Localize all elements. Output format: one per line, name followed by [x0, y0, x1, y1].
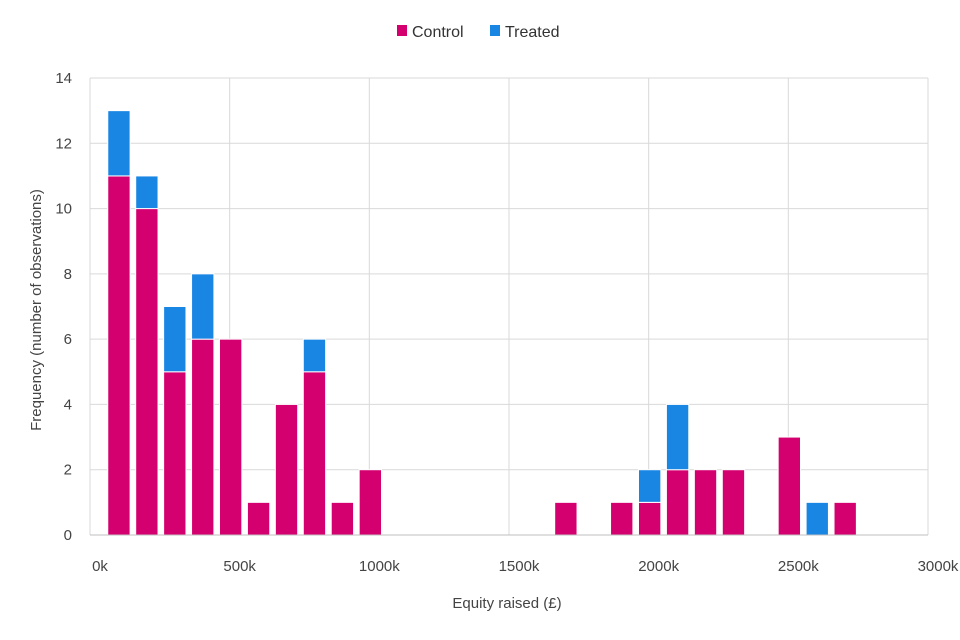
x-tick-label: 2000k	[638, 558, 679, 575]
legend-label-treated: Treated	[505, 24, 560, 41]
y-tick-label: 8	[64, 266, 72, 283]
bar-control	[135, 208, 159, 536]
bar-treated	[665, 403, 690, 471]
bar-treated	[163, 306, 187, 373]
bars	[107, 110, 857, 536]
x-tick-label: 1000k	[359, 558, 400, 575]
bar-treated	[805, 501, 829, 536]
bar-treated	[191, 273, 215, 340]
bar-control	[274, 403, 299, 536]
x-tick-label: 1500k	[499, 558, 540, 575]
bar-control	[107, 175, 131, 536]
bar-treated	[637, 469, 662, 503]
y-tick-label: 4	[64, 396, 72, 413]
grid-lines	[89, 77, 929, 535]
y-tick-label: 0	[64, 527, 72, 544]
bar-control	[721, 469, 746, 536]
bar-treated	[135, 175, 159, 210]
axes: 0 2 4 6 8 10 12 14 0k 500k 1000k 1500k 2000k 2500k 300…	[55, 70, 959, 575]
legend-label-control: Control	[412, 24, 464, 41]
x-tick-label: 3000k	[918, 558, 959, 575]
bar-control	[358, 469, 383, 536]
y-tick-label: 2	[64, 462, 72, 479]
bar-control	[833, 501, 857, 536]
x-tick-label: 0k	[92, 558, 108, 575]
y-tick-label: 14	[55, 70, 72, 87]
legend: Control Treated	[397, 24, 560, 41]
bar-control	[637, 501, 662, 536]
y-axis-title: Frequency (number of observations)	[28, 189, 45, 431]
bar-control	[191, 338, 215, 536]
y-tick-label: 12	[55, 135, 72, 152]
x-tick-label: 500k	[223, 558, 256, 575]
y-tick-label: 6	[64, 331, 72, 348]
bar-treated	[107, 110, 131, 177]
bar-control	[302, 371, 327, 536]
bar-control	[330, 501, 355, 536]
y-tick-label: 10	[55, 201, 72, 218]
bar-control	[665, 469, 690, 536]
legend-swatch-control	[397, 25, 407, 36]
bar-control	[218, 338, 243, 536]
x-tick-label: 2500k	[778, 558, 819, 575]
bar-control	[163, 371, 187, 536]
bar-control	[777, 436, 802, 536]
bar-treated	[302, 338, 327, 373]
bar-control	[554, 501, 578, 536]
bar-control	[693, 469, 718, 536]
bar-control	[246, 501, 271, 536]
bar-control	[610, 501, 634, 536]
legend-swatch-treated	[490, 25, 500, 36]
x-axis-title: Equity raised (£)	[452, 595, 561, 612]
